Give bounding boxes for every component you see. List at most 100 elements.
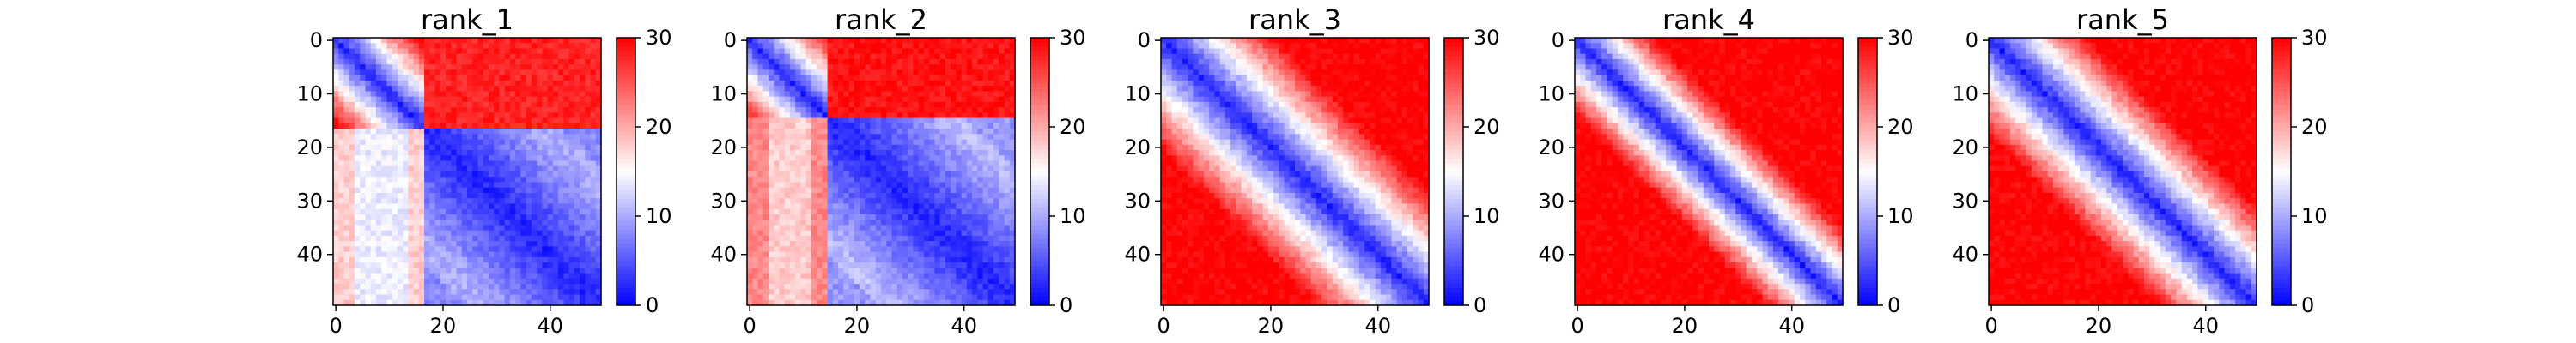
heatmap-cell [747, 182, 753, 189]
heatmap-cell [1004, 235, 1011, 242]
heatmap-cell [424, 220, 430, 226]
heatmap-cell [408, 134, 415, 141]
heatmap-cell [805, 160, 812, 167]
heatmap-cell [784, 192, 791, 199]
heatmap-cell [418, 91, 425, 98]
heatmap-cell [779, 86, 786, 92]
heatmap-cell [413, 235, 420, 242]
heatmap-cell [333, 107, 339, 113]
heatmap-cell [832, 225, 839, 232]
heatmap-cell [865, 187, 872, 194]
heatmap-cell [779, 268, 786, 274]
heatmap-cell [908, 80, 914, 87]
heatmap-cell [446, 144, 452, 151]
heatmap-cell [832, 284, 839, 290]
heatmap-cell [1009, 101, 1016, 108]
heatmap-cell [440, 208, 447, 215]
heatmap-cell [494, 225, 501, 232]
heatmap-cell [408, 273, 415, 280]
heatmap-cell [762, 182, 769, 189]
heatmap-cell [956, 256, 963, 263]
heatmap-cell [822, 225, 829, 232]
heatmap-cell [467, 203, 473, 210]
heatmap-cell [429, 53, 436, 60]
heatmap-cell [795, 268, 801, 274]
heatmap-cell [424, 198, 430, 205]
heatmap-cell [918, 192, 925, 199]
heatmap-cell [563, 284, 570, 290]
heatmap-cell [434, 225, 441, 232]
heatmap-cell [338, 112, 345, 119]
heatmap-cell [446, 262, 452, 268]
heatmap-cell [752, 112, 759, 119]
heatmap-cell [365, 262, 372, 268]
heatmap-cell [413, 165, 420, 172]
heatmap-cell [504, 278, 511, 285]
heatmap-cell [392, 96, 398, 103]
heatmap-cell [832, 230, 839, 237]
heatmap-cell [392, 273, 398, 280]
heatmap-cell [881, 278, 887, 285]
heatmap-cell [757, 160, 764, 167]
heatmap-cell [494, 203, 501, 210]
heatmap-cell [891, 129, 898, 135]
heatmap-cell [817, 203, 823, 210]
heatmap-cell [891, 139, 898, 146]
heatmap-cell [375, 268, 382, 274]
heatmap-cell [440, 284, 447, 290]
heatmap-cell [333, 203, 339, 210]
heatmap-cell [504, 107, 511, 113]
heatmap-cell [375, 208, 382, 215]
heatmap-cell [977, 91, 984, 98]
heatmap-cell [854, 214, 860, 220]
heatmap-cell [961, 75, 968, 81]
heatmap-cell [951, 198, 957, 205]
heatmap-cell [434, 241, 441, 247]
heatmap-cell [923, 150, 930, 156]
heatmap-cell [418, 129, 425, 135]
heatmap-cell [381, 58, 387, 65]
heatmap-cell [483, 58, 489, 65]
heatmap-cell [381, 53, 387, 60]
heatmap-cell [757, 129, 764, 135]
heatmap-cell [483, 284, 489, 290]
heatmap-cell [392, 38, 398, 44]
heatmap-cell [747, 198, 753, 205]
colorbar-segment [617, 296, 635, 302]
heatmap-cell [472, 241, 479, 247]
heatmap-cell [381, 284, 387, 290]
heatmap-cell [779, 117, 786, 124]
heatmap-cell [870, 214, 877, 220]
heatmap-cell [908, 96, 914, 103]
heatmap-cell [886, 155, 893, 162]
heatmap-cell [526, 182, 532, 189]
heatmap-cell [418, 241, 425, 247]
heatmap-cell [747, 289, 753, 296]
heatmap-cell [832, 289, 839, 296]
heatmap-cell [982, 134, 989, 141]
heatmap-cell [822, 107, 829, 113]
heatmap-cell [881, 187, 887, 194]
heatmap-cell [902, 86, 908, 92]
heatmap-cell [982, 230, 989, 237]
heatmap-cell [375, 214, 382, 220]
heatmap-cell [467, 214, 473, 220]
heatmap-cell [913, 225, 920, 232]
heatmap-cell [1004, 117, 1011, 124]
heatmap-cell [881, 251, 887, 258]
heatmap-cell [343, 38, 350, 44]
heatmap-cell [552, 182, 559, 189]
colorbar-segment [617, 51, 635, 57]
heatmap-cell [747, 192, 753, 199]
heatmap-cell [595, 268, 602, 274]
heatmap-cell [552, 256, 559, 263]
heatmap-cell [392, 58, 398, 65]
heatmap-cell [354, 220, 361, 226]
heatmap-cell [547, 225, 554, 232]
heatmap-cell [972, 129, 978, 135]
heatmap-cell [896, 182, 903, 189]
heatmap-cell [354, 165, 361, 172]
heatmap-cell [477, 75, 484, 81]
heatmap-cell [408, 203, 415, 210]
heatmap-cell [875, 177, 882, 184]
